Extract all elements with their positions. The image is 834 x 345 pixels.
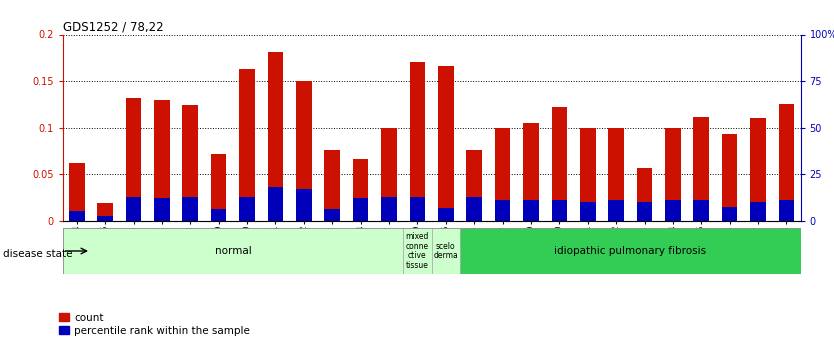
Text: GDS1252 / 78,22: GDS1252 / 78,22 <box>63 20 163 33</box>
Bar <box>722 207 737 221</box>
Bar <box>98 216 113 221</box>
Bar <box>381 197 397 221</box>
Bar <box>523 200 539 221</box>
Bar <box>183 105 198 221</box>
Bar <box>324 209 340 221</box>
Bar <box>551 107 567 221</box>
Bar <box>694 200 709 221</box>
Bar <box>432 228 460 274</box>
Bar <box>183 197 198 221</box>
Bar <box>211 154 227 221</box>
Bar <box>523 123 539 221</box>
Bar <box>438 66 454 221</box>
Bar <box>126 197 141 221</box>
Bar <box>665 128 681 221</box>
Bar <box>403 228 432 274</box>
Bar <box>466 197 482 221</box>
Bar <box>69 211 84 221</box>
Bar <box>296 189 312 221</box>
Text: disease state: disease state <box>3 249 72 258</box>
Bar <box>779 200 794 221</box>
Bar <box>580 202 595 221</box>
Text: mixed
conne
ctive
tissue: mixed conne ctive tissue <box>405 232 429 270</box>
Bar <box>495 128 510 221</box>
Bar <box>551 200 567 221</box>
Bar <box>495 200 510 221</box>
Bar <box>353 198 369 221</box>
Bar <box>268 52 284 221</box>
Bar <box>694 117 709 221</box>
Bar <box>154 100 169 221</box>
Bar <box>608 200 624 221</box>
Text: normal: normal <box>214 246 251 256</box>
Bar <box>636 202 652 221</box>
Bar <box>381 128 397 221</box>
Bar <box>69 163 84 221</box>
Legend: count, percentile rank within the sample: count, percentile rank within the sample <box>55 309 254 340</box>
Bar <box>63 228 403 274</box>
Bar <box>239 69 255 221</box>
Bar <box>608 128 624 221</box>
Bar <box>751 118 766 221</box>
Bar <box>751 202 766 221</box>
Bar <box>126 98 141 221</box>
Bar <box>779 104 794 221</box>
Bar <box>98 203 113 221</box>
Bar <box>636 168 652 221</box>
Text: idiopathic pulmonary fibrosis: idiopathic pulmonary fibrosis <box>555 246 706 256</box>
Bar <box>580 128 595 221</box>
Bar <box>154 198 169 221</box>
Bar <box>296 81 312 221</box>
Bar <box>722 134 737 221</box>
Bar <box>460 228 801 274</box>
Bar <box>324 150 340 221</box>
Bar <box>409 197 425 221</box>
Bar <box>268 187 284 221</box>
Bar <box>409 62 425 221</box>
Bar <box>665 200 681 221</box>
Bar <box>466 150 482 221</box>
Bar <box>438 208 454 221</box>
Bar <box>239 197 255 221</box>
Text: scelo
derma: scelo derma <box>434 241 458 260</box>
Bar <box>211 209 227 221</box>
Bar <box>353 159 369 221</box>
